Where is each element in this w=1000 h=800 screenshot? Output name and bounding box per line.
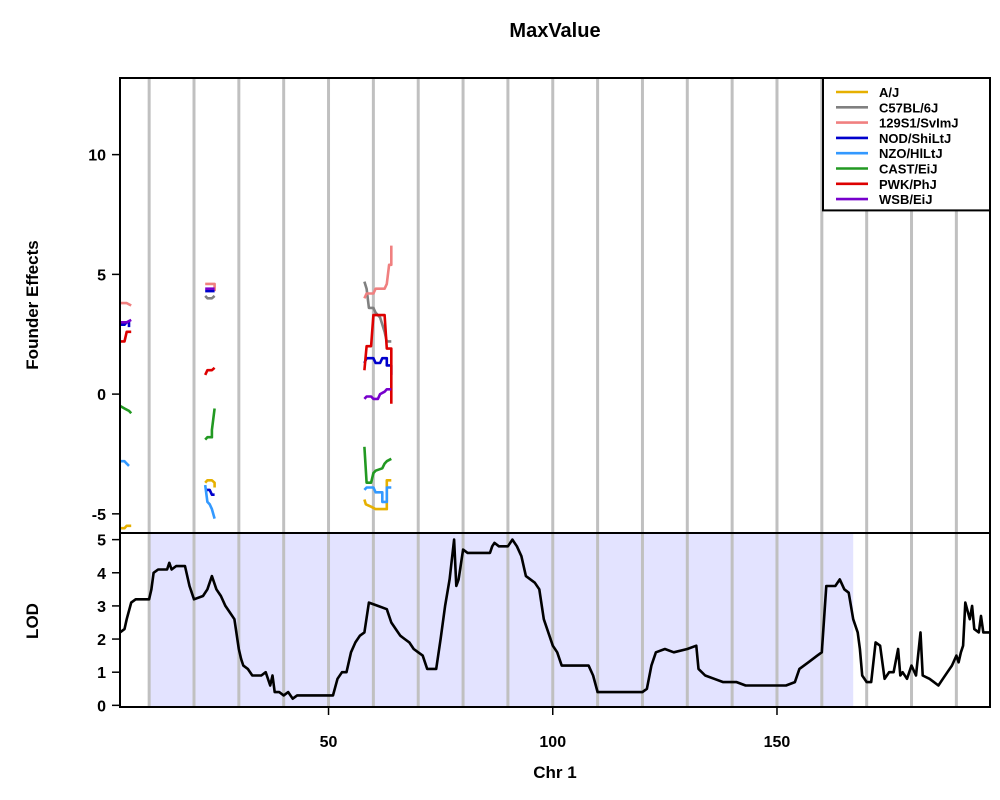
series-line-nod-shiltj	[363, 356, 393, 375]
series-line-c57bl-6j	[363, 281, 392, 343]
y-tick-label: -5	[92, 507, 106, 524]
x-tick-label: 150	[764, 734, 791, 751]
vertical-gridlines	[147, 78, 958, 707]
series-line-cast-eij	[204, 408, 216, 441]
y-tick-label: 0	[97, 698, 106, 715]
series-line-cast-eij	[363, 446, 392, 485]
series-line-c57bl-6j	[204, 294, 216, 300]
legend-label-pwk-phj: PWK/PhJ	[879, 177, 937, 192]
series-line-cast-eij	[119, 404, 133, 415]
legend-label-wsb-eij: WSB/EiJ	[879, 192, 932, 207]
y-tick-label: 5	[97, 267, 106, 284]
series-line-pwk-phj	[120, 330, 132, 343]
y-tick-label: 0	[97, 387, 106, 404]
chart-title: MaxValue	[509, 20, 600, 42]
lod-y-ticks: 0 1 2 3 4 5	[97, 533, 120, 715]
series-line-nod-shiltj	[205, 488, 215, 497]
y-tick-label: 5	[97, 533, 106, 550]
legend-label-a-j: A/J	[879, 85, 899, 100]
effects-y-ticks: -5 0 5 10	[88, 148, 120, 524]
y-tick-label: 4	[97, 566, 106, 583]
series-line-nzo-hlltj	[203, 484, 216, 519]
legend-label-c57bl-6j: C57BL/6J	[879, 100, 938, 115]
y-tick-label: 3	[97, 599, 106, 616]
series-line-pwk-phj	[204, 366, 216, 376]
series-line-a-j	[120, 524, 132, 530]
series-line-a-j	[204, 478, 216, 488]
series-line-wsb-eij	[120, 318, 132, 324]
legend-label-cast-eij: CAST/EiJ	[879, 162, 938, 177]
x-ticks: 50 100 150	[320, 707, 791, 751]
y-tick-label: 1	[97, 665, 106, 682]
series-line-129s1-svimj	[363, 245, 393, 299]
legend-label-129s1-svimj: 129S1/SvImJ	[879, 116, 959, 131]
series-line-nzo-hlltj	[120, 459, 130, 467]
founder-effects-series	[119, 245, 393, 530]
series-line-wsb-eij	[363, 387, 392, 401]
legend-box	[822, 77, 991, 212]
y-tick-label: 10	[88, 148, 106, 165]
lod-support-interval	[149, 533, 854, 707]
legend-label-nod-shiltj: NOD/ShiLtJ	[879, 131, 951, 146]
lod-curve	[119, 538, 990, 701]
y-tick-label: 2	[97, 632, 106, 649]
lod-series	[119, 538, 990, 701]
series-line-nzo-hlltj	[363, 486, 392, 504]
legend-label-nzo-hlltj: NZO/HlLtJ	[879, 146, 943, 161]
series-line-129s1-svimj	[120, 301, 132, 307]
lod-panel-frame	[119, 532, 991, 708]
effects-y-axis-label: Founder Effects	[23, 240, 42, 369]
lod-y-axis-label: LOD	[23, 603, 42, 639]
series-line-a-j	[363, 478, 392, 511]
x-tick-label: 100	[539, 734, 566, 751]
legend: A/JC57BL/6J129S1/SvImJNOD/ShiLtJNZO/HlLt…	[822, 77, 991, 212]
x-tick-label: 50	[320, 734, 338, 751]
x-axis-label: Chr 1	[533, 763, 576, 782]
series-line-pwk-phj	[363, 313, 393, 404]
